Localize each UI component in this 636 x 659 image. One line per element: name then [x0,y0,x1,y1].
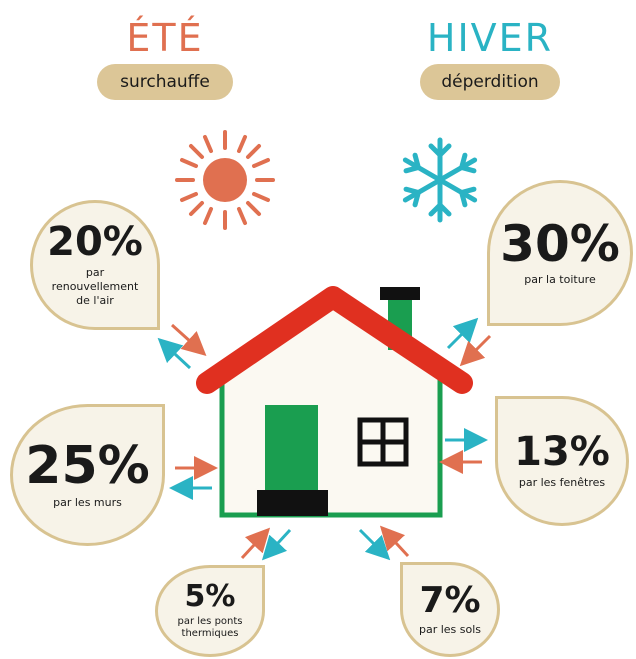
callout-value: 7% [419,579,481,621]
callout-label: par renouvellement de l'air [51,266,139,307]
callout-label: par les fenêtres [518,476,606,490]
callout: 20% par renouvellement de l'air [30,200,160,330]
callout-label: par les sols [418,622,482,636]
callout-label: par la toiture [524,273,596,287]
callout-value: 5% [184,578,236,614]
summer-subtitle: surchauffe [97,64,233,100]
snowflake [402,137,478,223]
callout: 5% par les ponts thermiques [155,565,265,657]
callout: 30% par la toiture [487,180,633,326]
arrows [157,317,492,561]
callout-value: 25% [25,436,150,497]
callout-value: 30% [500,215,620,274]
callout-label: par les ponts thermiques [177,615,243,640]
callout: 25% par les murs [10,404,165,546]
callout: 7% par les sols [400,562,500,657]
callout: 13% par les fenêtres [495,396,629,526]
winter-title: HIVER [426,16,554,60]
house [196,286,473,518]
callout-label: par les murs [53,496,122,510]
callout-value: 13% [514,429,610,476]
summer-title: ÉTÉ [126,16,204,60]
callout-value: 20% [47,219,143,266]
sun [175,130,275,230]
winter-subtitle: déperdition [420,64,560,100]
